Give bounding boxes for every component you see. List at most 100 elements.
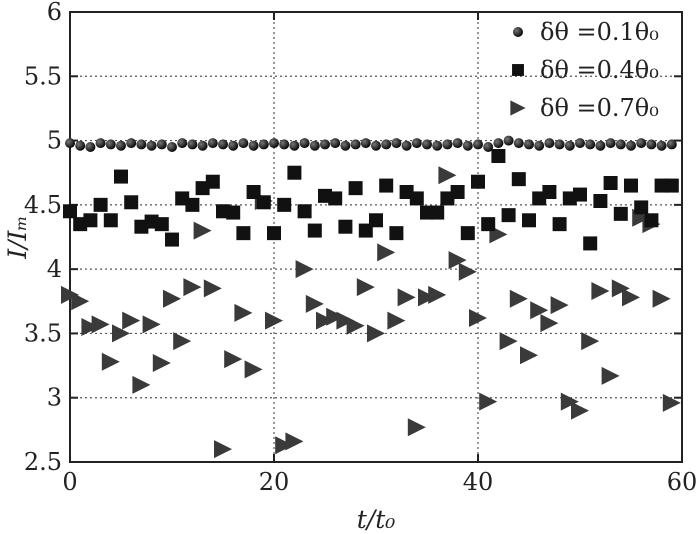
data-point-square xyxy=(256,195,271,210)
data-point-circle xyxy=(452,138,463,149)
data-point-circle xyxy=(544,138,555,149)
data-point-circle xyxy=(462,140,473,151)
data-point-triangle-right xyxy=(571,401,589,420)
data-point-circle xyxy=(524,139,534,150)
data-point-triangle-right xyxy=(91,315,110,334)
data-point-circle xyxy=(442,139,453,150)
data-point-circle xyxy=(360,138,371,149)
data-point-triangle-right xyxy=(652,289,671,308)
series-square xyxy=(63,149,679,251)
data-point-circle xyxy=(146,140,157,151)
data-point-circle xyxy=(585,139,596,150)
data-point-triangle-right xyxy=(662,393,681,412)
data-point-triangle-right xyxy=(61,285,79,304)
data-point-triangle-right xyxy=(397,288,416,307)
legend-label: δθ =0.1θ₀ xyxy=(540,18,659,46)
data-point-square xyxy=(450,185,465,199)
data-point-triangle-right xyxy=(183,278,202,297)
data-point-square xyxy=(297,204,312,219)
data-point-circle xyxy=(177,138,188,149)
x-tick-label: 20 xyxy=(259,468,290,496)
data-point-square xyxy=(267,226,281,241)
data-point-square xyxy=(165,232,179,247)
data-point-square xyxy=(471,174,485,189)
data-point-square xyxy=(348,181,363,196)
data-point-triangle-right xyxy=(305,294,324,313)
y-tick-label: 4.5 xyxy=(24,191,62,219)
data-point-circle xyxy=(666,139,677,150)
data-point-triangle-right xyxy=(275,436,294,455)
legend-marker-square xyxy=(512,64,524,76)
data-point-triangle-right xyxy=(591,282,610,300)
data-point-square xyxy=(542,185,557,199)
data-point-circle xyxy=(95,138,106,149)
data-point-square xyxy=(226,205,241,220)
data-point-triangle-right xyxy=(173,332,192,351)
data-point-circle xyxy=(411,138,422,149)
data-points xyxy=(61,135,681,459)
data-point-circle xyxy=(391,138,402,149)
data-point-circle xyxy=(299,138,310,149)
legend: δθ =0.1θ₀ δθ =0.4θ₀ δθ =0.7θ₀ xyxy=(510,18,659,122)
data-point-square xyxy=(430,205,445,220)
data-point-triangle-right xyxy=(224,350,243,369)
data-point-triangle-right xyxy=(81,318,100,336)
data-point-circle xyxy=(636,138,647,149)
data-point-square xyxy=(338,219,353,234)
data-point-circle xyxy=(156,139,167,150)
data-point-triangle-right xyxy=(377,243,396,262)
data-point-circle xyxy=(513,138,524,149)
data-point-triangle-right xyxy=(601,366,620,385)
data-point-triangle-right xyxy=(520,346,538,365)
x-tick-label: 0 xyxy=(62,468,77,496)
data-point-square xyxy=(154,217,169,232)
data-point-triangle-right xyxy=(142,315,161,334)
data-point-circle xyxy=(564,140,575,151)
data-point-square xyxy=(583,236,598,251)
data-point-triangle-right xyxy=(214,440,232,459)
data-point-triangle-right xyxy=(285,432,304,451)
data-point-triangle-right xyxy=(622,288,640,307)
data-point-triangle-right xyxy=(407,418,426,437)
data-point-circle xyxy=(381,139,392,150)
data-point-triangle-right xyxy=(112,324,130,343)
data-point-square xyxy=(83,213,98,228)
data-point-square xyxy=(205,174,220,189)
data-point-triangle-right xyxy=(295,260,314,279)
data-point-circle xyxy=(126,138,137,149)
data-point-square xyxy=(369,213,383,228)
plot-frame xyxy=(69,11,683,463)
y-tick-label: 3 xyxy=(47,384,62,412)
data-point-triangle-right xyxy=(560,392,579,411)
grid-lines xyxy=(70,12,682,462)
data-point-square xyxy=(185,197,200,212)
data-point-square xyxy=(389,226,404,241)
data-point-circle xyxy=(269,138,279,149)
data-point-circle xyxy=(136,139,147,150)
legend-label: δθ =0.4θ₀ xyxy=(540,56,659,84)
series-triangle-right xyxy=(61,166,681,459)
data-point-circle xyxy=(493,138,504,149)
data-point-triangle-right xyxy=(581,332,600,351)
data-point-triangle-right xyxy=(611,279,630,298)
data-point-square xyxy=(287,165,302,180)
data-point-square xyxy=(379,178,394,193)
data-point-triangle-right xyxy=(509,289,528,308)
data-point-square xyxy=(277,197,292,212)
data-point-circle xyxy=(309,140,320,151)
data-point-square xyxy=(491,149,506,163)
data-point-circle xyxy=(554,139,565,150)
data-point-triangle-right xyxy=(101,352,120,371)
data-point-square xyxy=(511,172,526,187)
data-point-triangle-right xyxy=(479,392,498,411)
data-point-circle xyxy=(626,140,636,151)
data-point-circle xyxy=(187,139,198,150)
data-point-circle xyxy=(646,139,657,150)
data-point-circle xyxy=(228,140,239,151)
data-point-circle xyxy=(595,140,606,151)
y-tick-label: 5 xyxy=(47,127,62,155)
data-point-triangle-right xyxy=(499,332,518,351)
data-point-triangle-right xyxy=(122,311,141,330)
data-point-triangle-right xyxy=(193,221,212,240)
